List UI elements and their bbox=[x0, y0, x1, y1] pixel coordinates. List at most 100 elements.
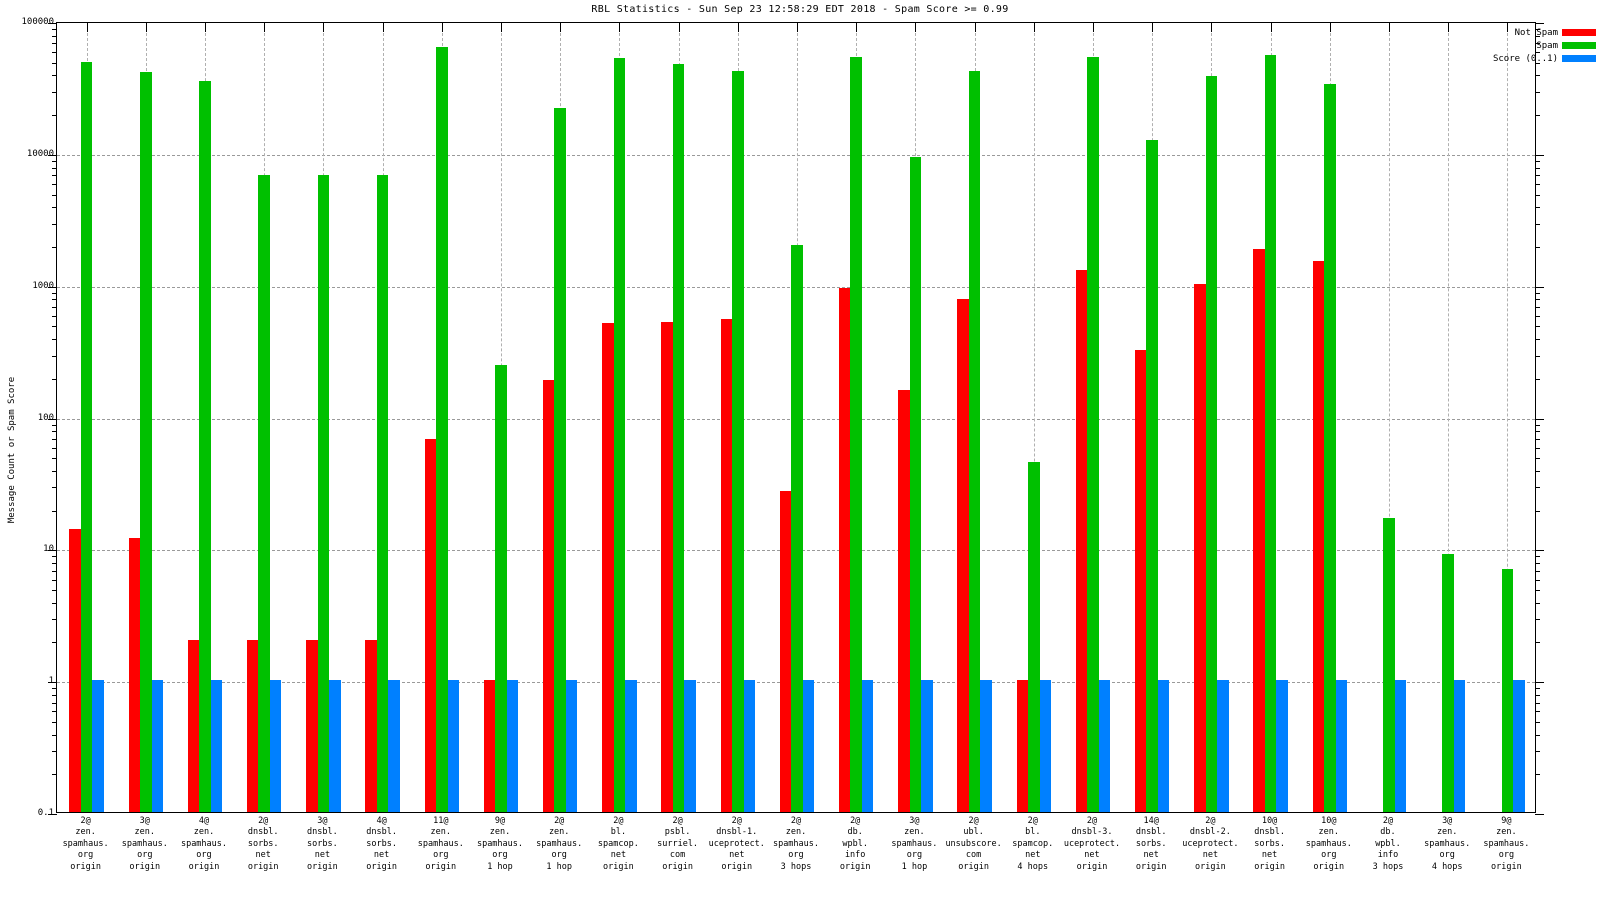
y-tick-label: 10 bbox=[43, 544, 54, 555]
bar-score bbox=[980, 680, 992, 812]
legend-label: Score (0..1) bbox=[1492, 53, 1558, 64]
x-axis-label-line: 4 hops bbox=[1431, 861, 1463, 872]
y-tick-minor bbox=[52, 694, 57, 696]
bar-notspam bbox=[602, 323, 614, 812]
x-axis-label-line: org bbox=[196, 850, 212, 861]
x-axis-label-line: 2@ bbox=[731, 816, 742, 826]
x-axis-label-line: uceprotect. bbox=[1063, 838, 1121, 849]
bar-spam bbox=[199, 81, 211, 812]
x-axis-label-line: 2@ bbox=[613, 816, 624, 826]
y-tick-minor bbox=[52, 194, 57, 196]
y-tick-minor bbox=[1535, 167, 1540, 169]
y-tick-minor bbox=[52, 339, 57, 341]
bar-notspam bbox=[69, 529, 81, 812]
bar-score bbox=[625, 680, 637, 812]
x-axis-label-line: 14@ bbox=[1143, 816, 1159, 826]
y-tick-minor bbox=[1535, 355, 1540, 357]
y-tick-major bbox=[1535, 550, 1544, 552]
x-axis-label-line: spamhaus. bbox=[417, 838, 464, 849]
y-tick-minor bbox=[52, 175, 57, 177]
y-tick-minor bbox=[1535, 642, 1540, 644]
x-tick bbox=[1270, 23, 1272, 32]
bar-score bbox=[1335, 680, 1348, 812]
x-axis-label: 2@ zen. spamhaus. org origin bbox=[48, 816, 123, 873]
y-tick-minor bbox=[1535, 52, 1540, 54]
y-tick-minor bbox=[52, 115, 57, 117]
x-axis-label-line: origin bbox=[958, 861, 989, 872]
y-tick-minor bbox=[52, 431, 57, 433]
x-tick bbox=[145, 23, 147, 32]
x-axis-label: 3@ zen. spamhaus. org 1 hop bbox=[877, 816, 952, 873]
x-axis-label-line: 2@ bbox=[554, 816, 565, 826]
y-tick-minor bbox=[1535, 751, 1540, 753]
x-axis-label-line: info bbox=[844, 850, 866, 861]
y-tick-minor bbox=[1535, 570, 1540, 572]
x-axis-label-line: 9@ bbox=[494, 816, 506, 826]
legend-label: Not Spam bbox=[1514, 27, 1558, 38]
x-axis-label-line: dnsbl. bbox=[1254, 827, 1285, 838]
x-axis-label-line: spamhaus. bbox=[121, 838, 168, 849]
bar-score bbox=[1098, 680, 1111, 812]
x-axis-label-line: origin bbox=[425, 861, 457, 872]
bar-notspam bbox=[187, 640, 200, 812]
x-axis-label-line: spamhaus. bbox=[772, 838, 820, 849]
x-axis-label-line: origin bbox=[662, 861, 693, 872]
x-axis-label-line: origin bbox=[1491, 861, 1522, 872]
x-axis-label-line: origin bbox=[1254, 861, 1285, 872]
y-tick-minor bbox=[1535, 115, 1540, 117]
x-axis-label-line: 11@ bbox=[433, 816, 449, 826]
y-tick-minor bbox=[1535, 29, 1540, 31]
bar-score bbox=[269, 680, 282, 812]
x-axis-label-line: 2@ bbox=[790, 816, 802, 826]
bar-spam bbox=[1501, 568, 1514, 812]
bar-notspam bbox=[898, 389, 910, 812]
x-tick bbox=[1211, 23, 1213, 32]
x-axis-label-line: surriel. bbox=[657, 838, 699, 849]
x-axis-label-line: spamhaus. bbox=[1305, 838, 1352, 849]
x-gridline bbox=[1448, 23, 1450, 812]
legend-swatch bbox=[1562, 42, 1596, 49]
x-axis-label-line: sorbs. bbox=[247, 838, 279, 849]
y-tick-minor bbox=[1535, 694, 1540, 696]
x-axis-label-line: zen. bbox=[75, 827, 96, 838]
x-axis-label-line: 2@ bbox=[1027, 816, 1038, 826]
y-tick-minor bbox=[1535, 194, 1540, 196]
x-tick bbox=[1033, 23, 1035, 32]
y-tick-major bbox=[48, 814, 57, 815]
y-tick-minor bbox=[52, 307, 57, 309]
y-tick-minor bbox=[1535, 447, 1540, 449]
bar-score bbox=[1157, 680, 1170, 812]
bar-spam bbox=[1264, 55, 1277, 812]
x-tick bbox=[264, 23, 266, 32]
y-tick-minor bbox=[52, 52, 57, 54]
x-axis-label-line: dnsbl. bbox=[247, 827, 279, 838]
bar-spam bbox=[613, 58, 626, 812]
y-tick-minor bbox=[52, 91, 57, 93]
chart-title: RBL Statistics - Sun Sep 23 12:58:29 EDT… bbox=[591, 4, 1009, 15]
y-tick-major bbox=[48, 418, 57, 420]
x-axis-label-line: zen. bbox=[785, 827, 807, 838]
y-tick-minor bbox=[52, 688, 57, 690]
bar-spam bbox=[1442, 554, 1454, 812]
y-tick-minor bbox=[52, 470, 57, 472]
y-tick-minor bbox=[52, 563, 57, 565]
y-tick-minor bbox=[52, 510, 57, 512]
x-axis-label-line: wpbl. bbox=[842, 838, 868, 849]
legend-entry: Not Spam bbox=[1493, 26, 1596, 39]
x-axis-label: 2@ zen. spamhaus. org 1 hop bbox=[522, 816, 597, 873]
x-axis-label-line: origin bbox=[366, 861, 397, 872]
x-axis-label-line: org bbox=[1439, 850, 1455, 861]
x-axis-label-line: org bbox=[1498, 850, 1515, 861]
x-axis-label-line: zen. bbox=[193, 827, 215, 838]
x-axis-label-line: uceprotect. bbox=[1182, 838, 1239, 849]
x-axis-label-line: spamhaus. bbox=[62, 838, 109, 849]
x-gridline bbox=[1389, 23, 1390, 812]
y-tick-minor bbox=[1535, 711, 1540, 713]
y-tick-minor bbox=[1535, 378, 1540, 380]
x-axis-label-line: 4@ bbox=[376, 816, 387, 826]
y-tick-minor bbox=[52, 642, 57, 644]
y-tick-minor bbox=[52, 299, 57, 301]
x-axis-label: 3@ dnsbl. sorbs. net origin bbox=[285, 816, 360, 873]
x-axis-label-line: 3@ bbox=[909, 816, 920, 826]
bar-notspam bbox=[424, 439, 437, 812]
